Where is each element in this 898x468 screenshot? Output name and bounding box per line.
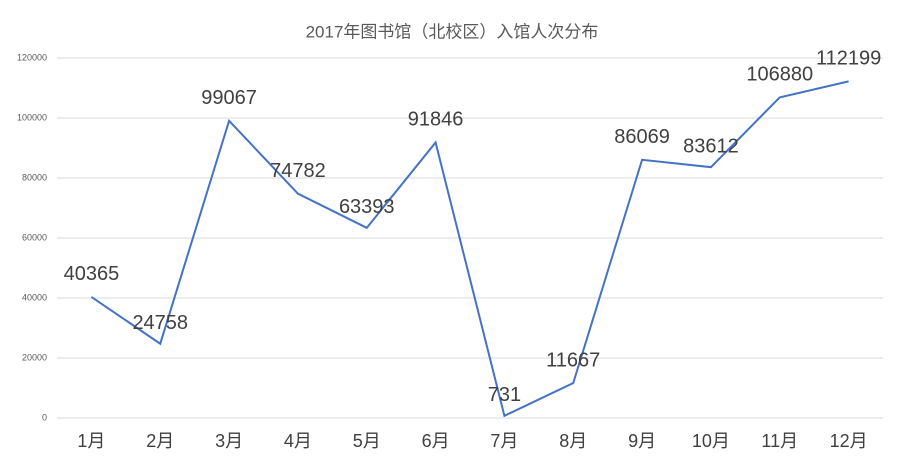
data-label: 86069	[614, 126, 670, 148]
x-tick-label: 1月	[77, 431, 105, 451]
data-label: 731	[488, 384, 521, 406]
x-tick-label: 3月	[215, 431, 243, 451]
y-tick-label: 60000	[22, 232, 47, 242]
x-tick-label: 4月	[284, 431, 312, 451]
y-tick-label: 120000	[17, 52, 47, 62]
x-tick-label: 6月	[422, 431, 450, 451]
data-label: 40365	[64, 263, 120, 285]
y-tick-label: 80000	[22, 172, 47, 182]
data-label: 91846	[408, 109, 464, 131]
data-label: 106880	[746, 64, 813, 86]
data-label: 11667	[546, 349, 600, 371]
x-tick-label: 7月	[490, 431, 518, 451]
data-label: 112199	[816, 48, 881, 70]
x-tick-label: 8月	[559, 431, 587, 451]
x-tick-label: 10月	[692, 431, 730, 451]
x-tick-label: 11月	[761, 431, 798, 451]
series-line	[90, 80, 849, 418]
y-tick-label: 40000	[22, 292, 47, 302]
x-tick-label: 9月	[628, 431, 656, 451]
x-tick-label: 12月	[830, 431, 868, 451]
x-tick-label: 5月	[353, 431, 381, 451]
y-tick-label: 0	[42, 412, 47, 422]
chart-title: 2017年图书馆（北校区）入馆人次分布	[306, 22, 599, 41]
data-label: 83612	[683, 135, 739, 157]
data-label: 99067	[201, 87, 257, 109]
data-label: 63393	[339, 196, 395, 218]
x-tick-label: 2月	[146, 431, 174, 451]
data-label: 74782	[270, 160, 326, 182]
data-label: 24758	[132, 312, 188, 334]
y-tick-label: 20000	[22, 352, 47, 362]
y-tick-label: 100000	[17, 112, 47, 122]
